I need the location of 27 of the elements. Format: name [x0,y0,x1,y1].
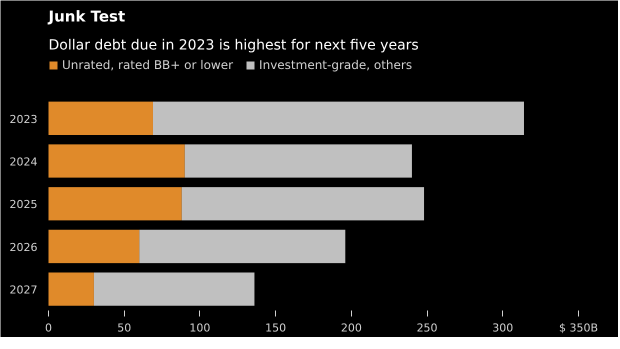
y-tick-label: 2025 [10,198,38,212]
x-tick-label: 50 [117,322,132,334]
x-tick-label: 200 [340,322,362,334]
bar [48,144,185,178]
x-tick-label: 150 [265,322,286,334]
bar [184,144,412,178]
bar [182,187,424,220]
legend-label: Unrated, rated BB+ or lower [62,58,234,72]
y-tick-label: 2024 [10,156,38,169]
chart-title: Junk Test [48,8,126,26]
chart-subtitle: Dollar debt due in 2023 is highest for next five years [48,38,419,54]
bar [152,102,524,135]
x-tick-label: 100 [189,322,210,334]
legend-label: Investment-grade, others [259,58,412,72]
bar [48,230,140,264]
x-tick-label: 300 [492,322,514,334]
bar [48,187,182,220]
bar [48,272,94,306]
y-tick-label: 2026 [10,240,38,254]
bar [139,230,346,264]
x-tick-label: 250 [416,322,438,334]
y-tick-label: 2027 [10,284,38,297]
bar [48,102,153,135]
x-tick-label: $ 350B [558,322,598,334]
bar [94,272,254,306]
y-tick-label: 2023 [10,112,38,126]
x-tick-label: 0 [45,322,52,334]
